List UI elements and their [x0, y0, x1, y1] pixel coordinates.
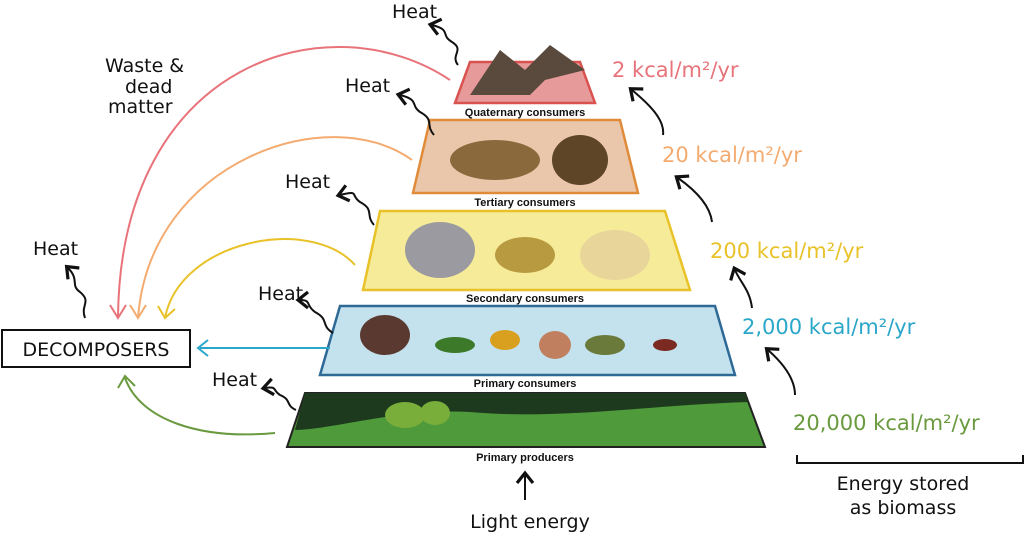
- waste-label-line3: matter: [108, 96, 173, 118]
- energy-quaternary: 2 kcal/m²/yr: [612, 58, 739, 82]
- tier-primary-consumers: [318, 304, 737, 377]
- waste-label-line1: Waste &: [105, 55, 184, 77]
- light-energy-label: Light energy: [470, 511, 590, 533]
- heat-arrows: [64, 17, 459, 411]
- heat-label-tertiary: Heat: [345, 75, 390, 97]
- energy-stored-line2: as biomass: [850, 497, 957, 519]
- waste-arrow-tertiary: [137, 136, 413, 319]
- heat-label-producers: Heat: [212, 369, 257, 391]
- decomposers-box: [1, 329, 191, 368]
- energy-flow-arrows: [515, 87, 796, 500]
- level-label-primary-consumers: Primary consumers: [474, 378, 577, 390]
- decomposers-label: DECOMPOSERS: [23, 339, 170, 361]
- plants-image: [385, 401, 450, 428]
- snakes-image: [450, 135, 608, 185]
- primary-consumer-animals-image: [360, 315, 677, 359]
- waste-arrow-quaternary: [117, 46, 451, 319]
- energy-stored-line1: Energy stored: [837, 473, 970, 495]
- waste-arrow-producers: [124, 377, 276, 436]
- level-label-secondary: Secondary consumers: [466, 293, 584, 305]
- waste-label-line2: dead: [125, 76, 172, 98]
- secondary-animals-image: [405, 222, 650, 280]
- heat-label-primary-consumers: Heat: [258, 283, 303, 305]
- energy-tertiary: 20 kcal/m²/yr: [662, 143, 802, 167]
- biomass-bracket: [796, 455, 1024, 464]
- heat-label-decomposers: Heat: [33, 238, 78, 260]
- level-label-primary-producers: Primary producers: [476, 452, 574, 464]
- waste-arrow-secondary: [164, 238, 356, 319]
- level-label-tertiary: Tertiary consumers: [474, 197, 575, 209]
- level-label-quaternary: Quaternary consumers: [465, 107, 585, 119]
- heat-label-quaternary: Heat: [392, 1, 437, 23]
- energy-secondary: 200 kcal/m²/yr: [710, 239, 864, 263]
- hawk-image: [470, 45, 585, 95]
- energy-primary-producers: 20,000 kcal/m²/yr: [793, 411, 980, 435]
- energy-primary-consumers: 2,000 kcal/m²/yr: [742, 315, 916, 339]
- heat-label-secondary: Heat: [285, 171, 330, 193]
